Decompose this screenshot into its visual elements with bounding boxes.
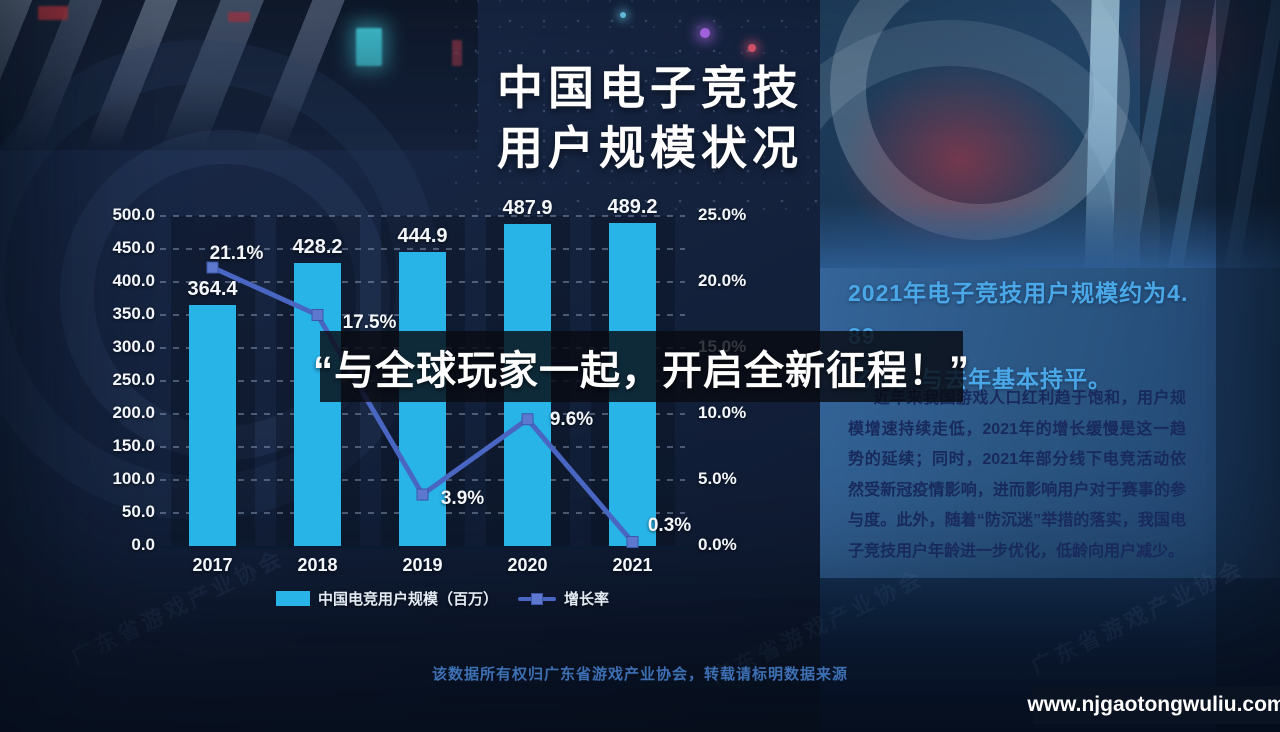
y-axis-tick-label: 150.0 <box>112 436 155 455</box>
info-panel-background <box>820 268 1280 580</box>
legend-label-users: 中国电竞用户规模（百万） <box>318 591 499 608</box>
secondary-axis-tick-label: 5.0% <box>698 469 737 488</box>
y-axis-tick-label: 500.0 <box>112 205 155 224</box>
y-axis-tick-label: 250.0 <box>112 370 155 389</box>
line-marker <box>626 536 639 549</box>
line-marker <box>521 413 534 426</box>
page-title: 中国电子竞技 用户规模状况 <box>470 58 830 178</box>
secondary-axis-tick-label: 20.0% <box>698 271 747 290</box>
bar-value-label: 489.2 <box>607 196 658 219</box>
secondary-axis-tick-label: 0.0% <box>698 535 737 554</box>
y-axis-tick-label: 450.0 <box>112 238 155 257</box>
particle-network-decor <box>455 0 845 215</box>
line-marker <box>416 488 429 501</box>
secondary-axis-tick-label: 10.0% <box>698 403 747 422</box>
quote-banner: “与全球玩家一起，开启全新征程！” <box>313 331 969 402</box>
chart-gridline <box>160 215 685 217</box>
bar-value-label: 428.2 <box>292 236 343 259</box>
line-marker <box>311 309 324 321</box>
page-title-line2: 用户规模状况 <box>497 122 803 174</box>
y-axis-tick-label: 200.0 <box>112 403 155 422</box>
line-marker <box>206 261 219 274</box>
quote-text: “与全球玩家一起，开启全新征程！” <box>313 348 970 393</box>
x-axis-category-label: 2019 <box>402 555 443 575</box>
data-attribution: 该数据所有权归广东省游戏产业协会，转载请标明数据来源 <box>431 666 848 683</box>
chart-gridline <box>160 248 685 250</box>
bar-value-label: 364.4 <box>187 278 238 301</box>
growth-value-label: 0.3% <box>647 515 692 537</box>
x-axis-category-label: 2017 <box>192 555 233 575</box>
legend-label-growth: 增长率 <box>564 591 610 608</box>
bar-swatch-icon <box>276 591 310 606</box>
line-swatch-icon <box>518 591 557 606</box>
x-axis-line <box>160 546 693 549</box>
glow-dot-decor <box>748 44 756 52</box>
arena-photo-decor <box>820 0 1280 272</box>
legend-item-users: 中国电竞用户规模（百万） <box>276 588 498 609</box>
growth-value-label: 17.5% <box>342 312 397 333</box>
secondary-axis-tick-label: 25.0% <box>698 205 747 224</box>
panel-paragraph: 近年来我国游戏人口红利趋于饱和，用户规模增速持续走低，2021年的增长缓慢是这一… <box>848 390 1186 560</box>
growth-value-label: 3.9% <box>440 487 485 509</box>
growth-value-label: 21.1% <box>209 243 264 265</box>
x-axis-category-label: 2021 <box>612 555 653 575</box>
page-title-line1: 中国电子竞技 <box>497 62 803 114</box>
legend-item-growth: 增长率 <box>518 588 609 609</box>
user-scale-bar <box>189 305 236 546</box>
site-watermark: www.njgaotongwuliu.com <box>1027 686 1280 724</box>
bar-value-label: 444.9 <box>397 225 448 248</box>
y-axis-tick-label: 350.0 <box>112 304 155 323</box>
y-axis-tick-label: 400.0 <box>112 271 155 290</box>
y-axis-tick-label: 300.0 <box>112 337 155 356</box>
y-axis-tick-label: 100.0 <box>112 469 155 488</box>
x-axis-category-label: 2020 <box>507 555 548 575</box>
glow-dot-decor <box>620 12 626 18</box>
glow-dot-decor <box>700 28 710 38</box>
fade-overlay <box>820 202 1280 272</box>
bar-value-label: 487.9 <box>502 196 553 219</box>
right-edge-shade <box>1216 0 1280 732</box>
y-axis-tick-label: 0.0 <box>131 535 155 554</box>
growth-value-label: 9.6% <box>549 409 594 431</box>
y-axis-tick-label: 50.0 <box>121 502 155 521</box>
chart-legend: 中国电竞用户规模（百万） 增长率 <box>276 588 609 609</box>
x-axis-category-label: 2018 <box>297 555 338 575</box>
